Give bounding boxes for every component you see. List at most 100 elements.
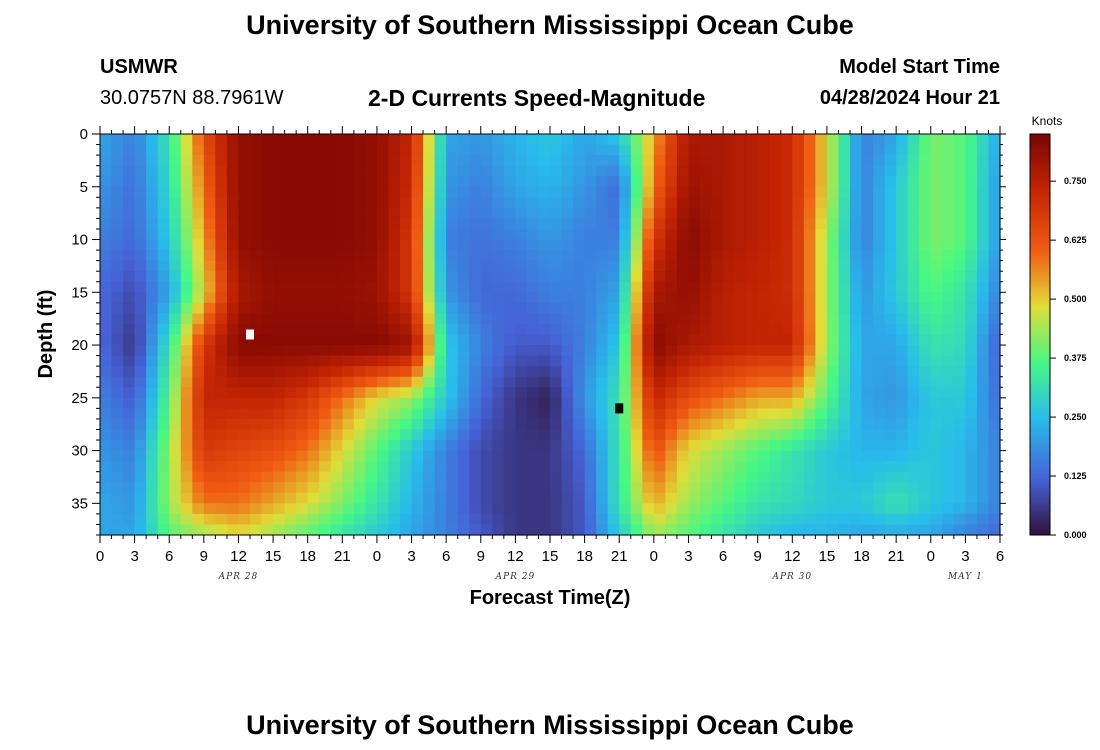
heatmap-cell <box>734 408 747 420</box>
heatmap-cell <box>930 492 943 504</box>
heatmap-cell <box>203 461 216 473</box>
heatmap-cell <box>803 292 816 304</box>
heatmap-cell <box>676 418 690 431</box>
heatmap-cell <box>665 302 678 314</box>
heatmap-cell <box>515 176 528 188</box>
heatmap-cell <box>538 165 551 177</box>
heatmap-cell <box>665 397 678 409</box>
heatmap-cell <box>353 482 366 494</box>
heatmap-cell <box>503 482 516 494</box>
heatmap-cell <box>480 492 493 504</box>
heatmap-cell <box>573 513 586 526</box>
heatmap-cell <box>803 503 816 515</box>
heatmap-cell <box>630 260 643 272</box>
heatmap-cell <box>134 366 147 378</box>
heatmap-cell <box>180 366 193 378</box>
heatmap-cell <box>423 345 436 357</box>
heatmap-cell <box>607 323 620 336</box>
heatmap-cell <box>134 524 147 536</box>
heatmap-cell <box>446 165 459 177</box>
heatmap-cell <box>642 366 655 378</box>
heatmap-cell <box>226 176 240 188</box>
heatmap-cell <box>988 503 1001 515</box>
heatmap-cell <box>492 260 505 272</box>
heatmap-cell <box>746 271 759 283</box>
heatmap-cell <box>330 482 343 494</box>
heatmap-cell <box>250 207 263 220</box>
heatmap-cell <box>815 345 828 357</box>
heatmap-cell <box>550 345 563 357</box>
heatmap-cell <box>146 355 159 367</box>
heatmap-cell <box>711 144 724 156</box>
heatmap-cell <box>584 323 597 336</box>
heatmap-cell <box>630 281 643 293</box>
heatmap-cell <box>146 471 159 483</box>
heatmap-cell <box>319 366 332 378</box>
heatmap-cell <box>803 397 816 409</box>
heatmap-cell <box>723 302 736 314</box>
heatmap-cell <box>353 345 366 357</box>
heatmap-cell <box>550 334 563 346</box>
heatmap-cell <box>526 492 540 504</box>
heatmap-cell <box>134 418 147 431</box>
heatmap-cell <box>665 250 678 262</box>
heatmap-cell <box>250 345 263 357</box>
heatmap-cell <box>861 440 874 452</box>
heatmap-cell <box>480 471 493 483</box>
heatmap-cell <box>769 334 782 346</box>
heatmap-cell <box>803 144 816 156</box>
heatmap-cell <box>100 440 113 452</box>
heatmap-cell <box>203 376 216 388</box>
heatmap-cell <box>596 165 609 177</box>
heatmap-cell <box>469 387 482 399</box>
heatmap-cell <box>861 207 874 220</box>
heatmap-cell <box>953 144 966 156</box>
heatmap-cell <box>111 239 124 251</box>
heatmap-cell <box>584 345 597 357</box>
heatmap-cell <box>226 292 240 304</box>
heatmap-cell <box>630 302 643 314</box>
heatmap-cell <box>930 408 943 420</box>
heatmap-cell <box>180 408 193 420</box>
heatmap-cell <box>976 239 990 251</box>
heatmap-cell <box>896 302 909 314</box>
heatmap-cell <box>342 228 355 241</box>
heatmap-cell <box>976 387 990 399</box>
heatmap-cell <box>319 503 332 515</box>
heatmap-cell <box>538 271 551 283</box>
heatmap-cell <box>988 355 1001 367</box>
heatmap-cell <box>376 228 390 241</box>
heatmap-cell <box>296 207 309 220</box>
heatmap-cell <box>342 186 355 198</box>
heatmap-cell <box>700 334 713 346</box>
heatmap-cell <box>700 165 713 177</box>
heatmap-cell <box>353 176 366 188</box>
heatmap-cell <box>550 218 563 230</box>
heatmap-cell <box>319 197 332 209</box>
heatmap-cell <box>907 408 920 420</box>
heatmap-cell <box>561 492 574 504</box>
heatmap-cell <box>965 218 978 230</box>
heatmap-cell <box>607 440 620 452</box>
heatmap-cell <box>330 355 343 367</box>
heatmap-cell <box>457 429 470 441</box>
colorbar-tick-label: 0.375 <box>1064 353 1087 363</box>
heatmap-cell <box>469 197 482 209</box>
heatmap-cell <box>307 144 320 156</box>
heatmap-cell <box>884 345 897 357</box>
heatmap-cell <box>180 323 193 336</box>
heatmap-cell <box>492 334 505 346</box>
heatmap-cell <box>480 144 493 156</box>
heatmap-cell <box>296 313 309 325</box>
heatmap-cell <box>469 355 482 367</box>
heatmap-cell <box>573 239 586 251</box>
heatmap-cell <box>400 197 413 209</box>
heatmap-cell <box>146 345 159 357</box>
heatmap-cell <box>492 345 505 357</box>
heatmap-cell <box>896 418 909 431</box>
heatmap-cell <box>261 418 274 431</box>
heatmap-cell <box>780 260 793 272</box>
heatmap-cell <box>953 165 966 177</box>
heatmap-cell <box>942 471 955 483</box>
heatmap-cell <box>353 408 366 420</box>
